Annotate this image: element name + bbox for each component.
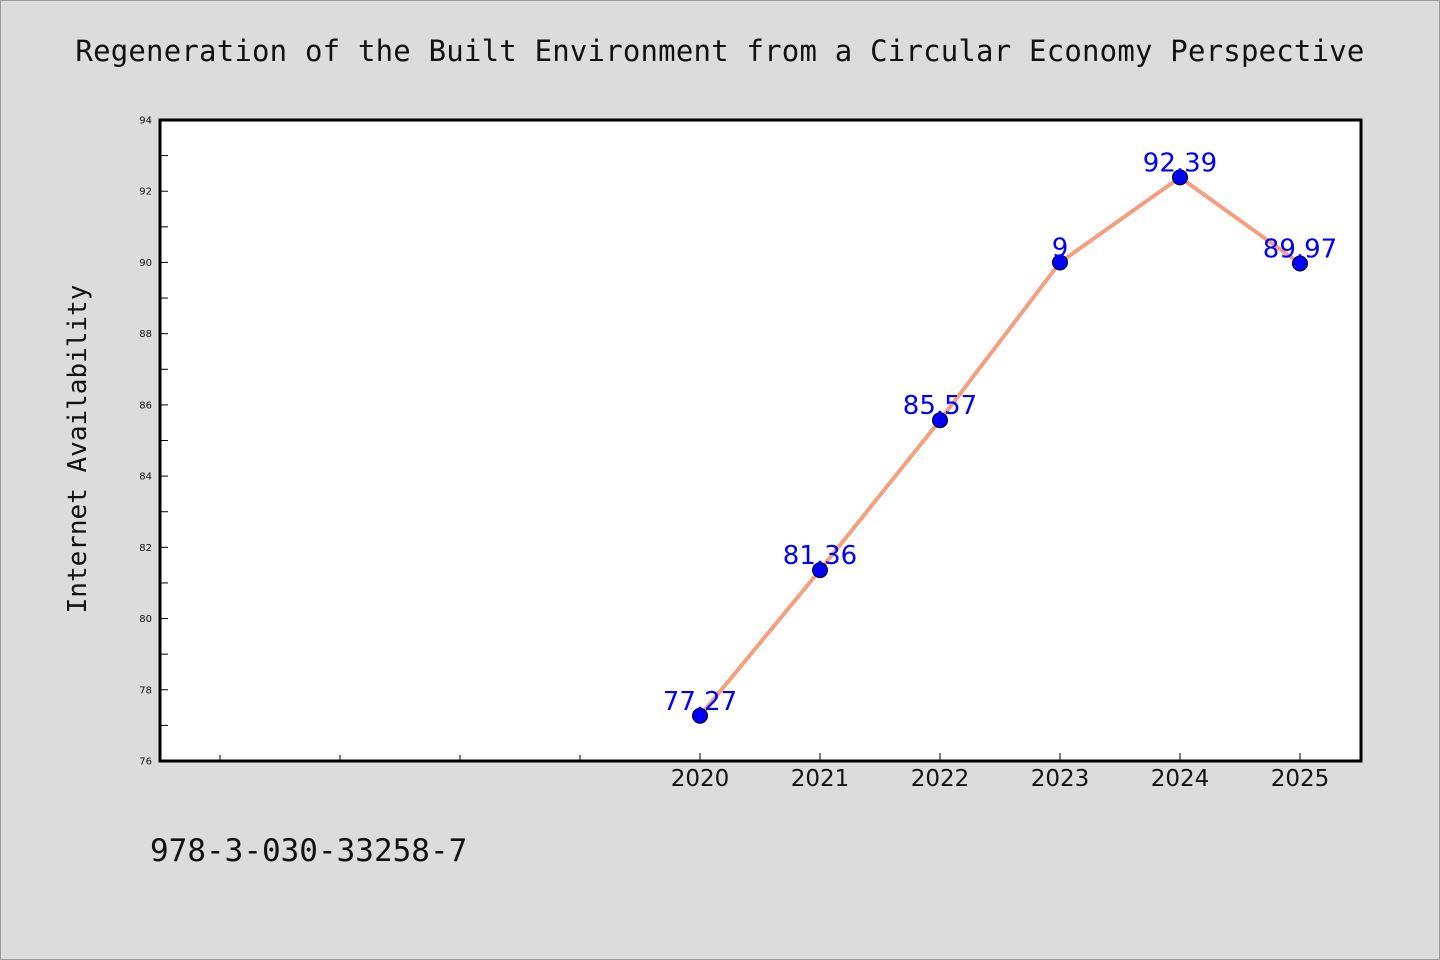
x-tick-label: 2020 bbox=[671, 766, 730, 792]
x-tick-label: 2025 bbox=[1271, 766, 1330, 792]
data-point bbox=[1292, 255, 1308, 272]
data-point bbox=[692, 707, 708, 724]
chart-title: Regeneration of the Built Environment fr… bbox=[75, 34, 1365, 68]
data-label: 92.39 bbox=[1143, 148, 1217, 178]
data-label: 81.36 bbox=[783, 541, 857, 571]
data-point bbox=[932, 412, 948, 429]
data-point bbox=[1052, 254, 1068, 271]
data-label: 85.57 bbox=[903, 391, 977, 421]
y-axis-title: Internet Availability bbox=[63, 285, 93, 614]
series-layer: 77.27 81.36 85.57 9 92.39 89.97 bbox=[663, 148, 1337, 724]
x-tick-label: 2023 bbox=[1031, 766, 1090, 792]
x-axis: 2020 2021 2022 2023 2024 2025 bbox=[219, 753, 1330, 792]
y-tick-label: 90 bbox=[139, 258, 152, 269]
y-tick-label: 86 bbox=[139, 400, 152, 411]
data-label: 77.27 bbox=[663, 687, 737, 717]
y-tick-label: 88 bbox=[139, 329, 152, 340]
isbn-label: 978-3-030-33258-7 bbox=[150, 833, 468, 869]
y-tick-label: 84 bbox=[139, 472, 152, 483]
data-label: 89.97 bbox=[1263, 235, 1337, 265]
y-tick-label: 92 bbox=[139, 187, 152, 198]
y-tick-label: 80 bbox=[139, 614, 152, 625]
y-tick-label: 94 bbox=[139, 116, 152, 127]
data-label: 9 bbox=[1052, 233, 1069, 263]
y-tick-label: 76 bbox=[139, 757, 152, 768]
series-line bbox=[698, 175, 1302, 718]
plot-area bbox=[158, 118, 1363, 763]
data-point bbox=[812, 562, 828, 579]
y-tick-label: 78 bbox=[139, 685, 152, 696]
y-tick-label: 82 bbox=[139, 543, 152, 554]
y-axis: 76 78 80 82 84 86 88 90 92 94 bbox=[139, 116, 168, 768]
x-tick-label: 2021 bbox=[791, 766, 850, 792]
x-tick-label: 2022 bbox=[911, 766, 970, 792]
data-point bbox=[1172, 169, 1188, 186]
x-tick-label: 2024 bbox=[1151, 766, 1210, 792]
